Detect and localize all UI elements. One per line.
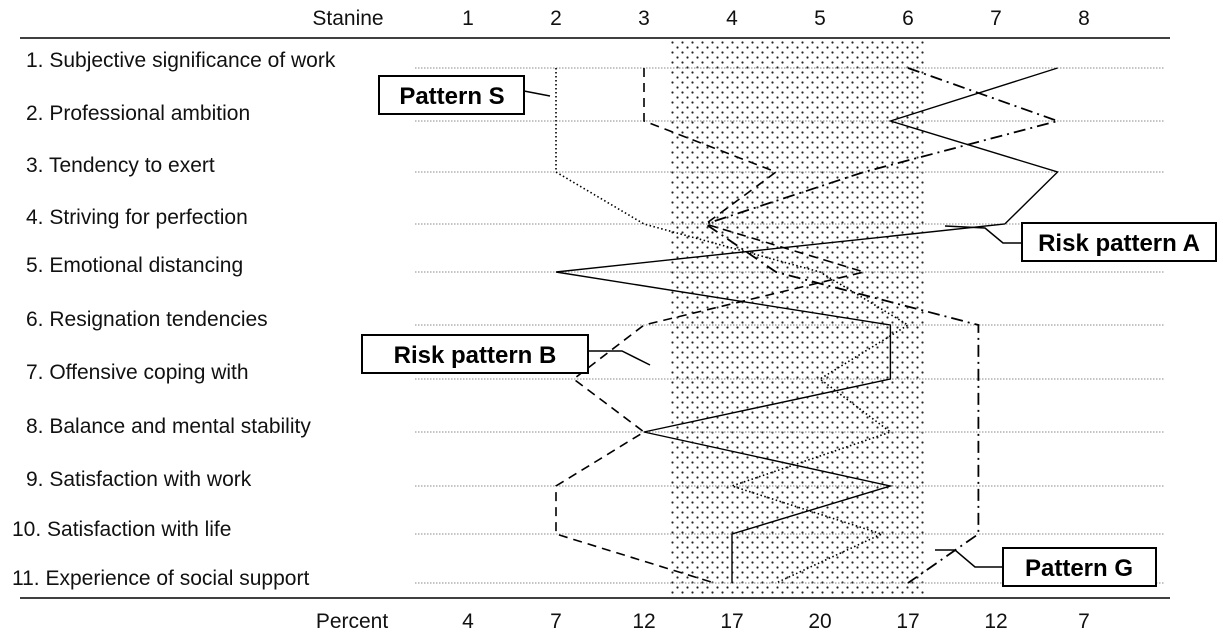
pattern-lines [555, 67, 1061, 584]
bottom-tick-label: 7 [550, 610, 562, 633]
bottom-tick-label: 7 [1078, 610, 1090, 633]
callout-pattern-s: Pattern S [378, 75, 551, 115]
top-axis-title: Stanine [312, 7, 383, 30]
scale-label: 2. Professional ambition [26, 102, 250, 125]
bottom-tick-label: 12 [984, 610, 1007, 633]
top-axis-ticks: 1 2 3 4 5 6 7 8 [462, 7, 1090, 30]
bottom-tick-label: 17 [720, 610, 743, 633]
bottom-axis-ticks: 4 7 12 17 20 17 12 7 [462, 610, 1090, 633]
scale-label: 4. Striving for perfection [26, 206, 248, 229]
series-line-risk-pattern-a [555, 67, 1059, 583]
normal-range-band [670, 40, 926, 596]
scale-labels: 1. Subjective significance of work 2. Pro… [12, 49, 336, 590]
scale-label: 7. Offensive coping with [26, 361, 249, 384]
scale-label: 10. Satisfaction with life [12, 518, 231, 541]
top-tick-label: 5 [814, 7, 826, 30]
scale-label: 1. Subjective significance of work [26, 49, 336, 72]
scale-label: 5. Emotional distancing [26, 254, 243, 277]
scale-label: 8. Balance and mental stability [26, 415, 311, 438]
top-tick-label: 7 [990, 7, 1002, 30]
top-tick-label: 6 [902, 7, 914, 30]
callout-pattern-g-label: Pattern G [1025, 555, 1133, 582]
scale-label: 3. Tendency to exert [26, 154, 215, 177]
bottom-tick-label: 4 [462, 610, 474, 633]
scale-label: 11. Experience of social support [12, 567, 309, 590]
callout-pattern-g: Pattern G [935, 547, 1157, 587]
series-line-pattern-g [703, 67, 1061, 584]
bottom-axis-title: Percent [316, 610, 389, 633]
callout-risk-pattern-a: Risk pattern A [944, 222, 1217, 262]
bottom-tick-label: 17 [896, 610, 919, 633]
top-tick-label: 8 [1078, 7, 1090, 30]
bottom-tick-label: 20 [808, 610, 831, 633]
callout-risk-pattern-b: Risk pattern B [361, 334, 651, 374]
top-tick-label: 2 [550, 7, 562, 30]
bottom-tick-label: 12 [632, 610, 655, 633]
scale-label: 6. Resignation tendencies [26, 308, 268, 331]
scale-label: 9. Satisfaction with work [26, 468, 252, 491]
callout-pattern-s-label: Pattern S [399, 83, 504, 110]
top-tick-label: 4 [726, 7, 738, 30]
top-tick-label: 1 [462, 7, 474, 30]
callout-risk-pattern-b-label: Risk pattern B [394, 342, 557, 369]
callout-risk-pattern-a-label: Risk pattern A [1038, 230, 1200, 257]
top-tick-label: 3 [638, 7, 650, 30]
